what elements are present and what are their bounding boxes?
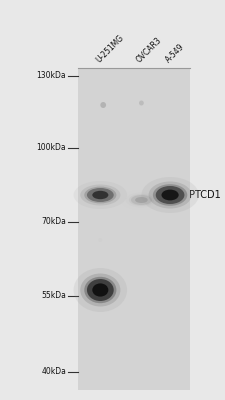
Ellipse shape [135, 197, 147, 203]
Ellipse shape [87, 188, 113, 202]
Ellipse shape [73, 268, 126, 312]
Ellipse shape [141, 177, 198, 213]
Ellipse shape [130, 195, 151, 205]
Text: 40kDa: 40kDa [41, 368, 66, 376]
Bar [77, 68, 189, 390]
Ellipse shape [84, 186, 116, 203]
Ellipse shape [92, 191, 108, 199]
Ellipse shape [161, 190, 178, 200]
Text: U-251MG: U-251MG [94, 33, 125, 64]
Text: 70kDa: 70kDa [41, 218, 66, 226]
Text: OVCAR3: OVCAR3 [135, 35, 163, 64]
Ellipse shape [152, 184, 187, 206]
Ellipse shape [92, 283, 108, 297]
Text: A-549: A-549 [163, 42, 185, 64]
Text: 130kDa: 130kDa [36, 72, 66, 80]
Ellipse shape [148, 182, 191, 208]
Ellipse shape [80, 274, 120, 306]
Text: 100kDa: 100kDa [36, 144, 66, 152]
Ellipse shape [87, 279, 113, 301]
Ellipse shape [155, 186, 184, 204]
Ellipse shape [73, 181, 126, 209]
Ellipse shape [120, 190, 162, 210]
Ellipse shape [100, 102, 106, 108]
Ellipse shape [125, 192, 157, 208]
Ellipse shape [98, 238, 102, 242]
Ellipse shape [80, 184, 120, 206]
Ellipse shape [138, 100, 143, 106]
Text: 55kDa: 55kDa [41, 292, 66, 300]
Text: PTCD1: PTCD1 [188, 190, 220, 200]
Ellipse shape [84, 277, 116, 303]
Ellipse shape [128, 194, 153, 206]
